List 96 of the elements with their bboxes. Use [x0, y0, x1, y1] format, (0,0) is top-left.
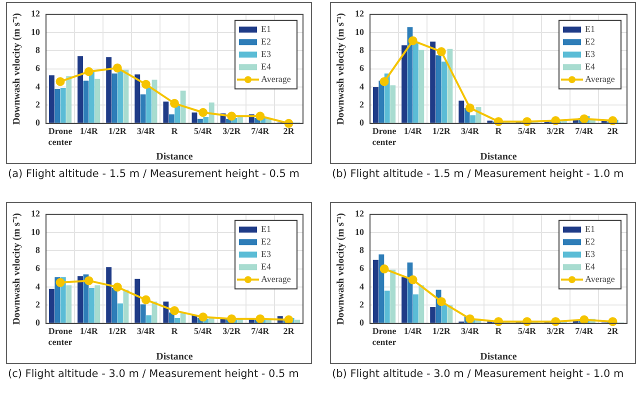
legend-label: E1 [585, 24, 595, 34]
x-tick-label: 7/4R [575, 126, 594, 136]
x-tick-label: Drone center [372, 126, 396, 147]
legend-label: E4 [261, 262, 272, 272]
x-tick-label: Drone center [48, 126, 72, 147]
text: (b) Flight altitude - 3.0 m / Measurement height - 1.0 m [332, 368, 625, 380]
legend-label: E4 [585, 262, 596, 272]
x-axis-title: Distance [480, 352, 518, 363]
y-tick-label: 12 [31, 208, 40, 219]
y-tick-label: 12 [355, 8, 364, 19]
y-tick-label: 10 [355, 226, 364, 237]
text: (a) Flight altitude - 1.5 m / Measurement height - 0.5 m [8, 168, 300, 180]
x-tick-label: R [171, 326, 178, 336]
x-tick-label: R [495, 326, 502, 336]
text: (c) Flight altitude - 3.0 m / Measurement height - 0.5 m [8, 368, 300, 380]
y-tick-label: 8 [360, 245, 364, 256]
y-tick-label: 8 [36, 45, 40, 56]
x-tick-label: 3/4R [136, 326, 156, 336]
legend-label: E1 [261, 224, 271, 234]
x-tick-label: 1/4R [80, 326, 98, 336]
y-tick-label: 8 [36, 245, 40, 256]
x-tick-label: 1/4R [404, 326, 422, 336]
y-tick-label: 6 [360, 63, 364, 74]
y-axis-title: Downwash velocity (m s⁻¹) [336, 12, 347, 125]
y-tick-label: 0 [360, 118, 364, 128]
y-tick-label: 4 [36, 281, 40, 292]
x-axis-title: Distance [480, 152, 518, 163]
x-tick-label: 3/2R [546, 126, 566, 136]
x-tick-label: 3/4R [460, 326, 480, 336]
y-tick-label: 6 [36, 63, 40, 74]
x-tick-label: Drone center [372, 326, 396, 347]
legend-label: E3 [261, 249, 272, 260]
y-tick-label: 2 [36, 100, 40, 110]
legend-label: E3 [585, 249, 596, 260]
x-tick-label: 1/4R [80, 126, 98, 136]
legend-label: E2 [261, 236, 271, 247]
x-tick-label: 7/4R [251, 326, 270, 336]
x-axis-title: Distance [156, 152, 194, 163]
y-tick-label: 6 [36, 263, 40, 274]
legend-label: E3 [261, 49, 272, 60]
x-tick-label: 2R [283, 326, 295, 336]
legend-label: E1 [261, 24, 271, 34]
x-tick-label: 1/2R [108, 126, 127, 136]
y-tick-label: 4 [360, 81, 364, 92]
x-tick-label: 7/4R [251, 126, 270, 136]
legend-label: E3 [585, 49, 596, 60]
x-tick-label: 1/4R [404, 126, 422, 136]
x-tick-label: Drone center [48, 326, 72, 347]
x-tick-label: R [171, 126, 178, 136]
legend-label: Average [585, 274, 615, 284]
y-tick-label: 2 [360, 100, 364, 110]
x-tick-label: 5/4R [518, 326, 537, 336]
y-tick-label: 6 [360, 263, 364, 274]
legend-label: E2 [585, 36, 595, 47]
x-tick-label: 2R [607, 126, 619, 136]
legend-label: E4 [585, 62, 596, 72]
y-tick-label: 10 [31, 226, 40, 237]
y-axis-title: Downwash velocity (m s⁻¹) [336, 212, 347, 325]
legend-label: Average [261, 274, 291, 284]
y-tick-label: 0 [36, 118, 40, 128]
y-tick-label: 4 [36, 81, 40, 92]
y-tick-label: 0 [36, 318, 40, 328]
x-tick-label: 3/2R [222, 126, 242, 136]
text: (b) Flight altitude - 1.5 m / Measurement height - 1.0 m [332, 168, 625, 180]
y-tick-label: 12 [355, 208, 364, 219]
x-tick-label: 5/4R [194, 326, 213, 336]
legend-label: E1 [585, 224, 595, 234]
y-tick-label: 2 [36, 300, 40, 310]
legend-label: E2 [585, 236, 595, 247]
y-tick-label: 2 [360, 300, 364, 310]
y-tick-label: 12 [31, 8, 40, 19]
x-tick-label: 3/2R [546, 326, 566, 336]
x-tick-label: 2R [607, 326, 619, 336]
x-tick-label: 1/2R [432, 126, 451, 136]
y-tick-label: 0 [360, 318, 364, 328]
x-tick-label: 7/4R [575, 326, 594, 336]
legend-label: Average [585, 74, 615, 84]
x-axis-title: Distance [156, 352, 194, 363]
x-tick-label: 5/4R [518, 126, 537, 136]
y-tick-label: 4 [360, 281, 364, 292]
legend-label: E2 [261, 36, 271, 47]
y-axis-title: Downwash velocity (m s⁻¹) [12, 212, 23, 325]
x-tick-label: 1/2R [108, 326, 127, 336]
x-tick-label: 3/4R [460, 126, 480, 136]
x-tick-label: 2R [283, 126, 295, 136]
y-tick-label: 8 [360, 45, 364, 56]
x-tick-label: R [495, 126, 502, 136]
y-tick-label: 10 [31, 26, 40, 37]
y-axis-title: Downwash velocity (m s⁻¹) [12, 12, 23, 125]
x-tick-label: 3/4R [136, 126, 156, 136]
x-tick-label: 3/2R [222, 326, 242, 336]
x-tick-label: 1/2R [432, 326, 451, 336]
y-tick-label: 10 [355, 26, 364, 37]
x-tick-label: 5/4R [194, 126, 213, 136]
legend-label: Average [261, 74, 291, 84]
legend-label: E4 [261, 62, 272, 72]
